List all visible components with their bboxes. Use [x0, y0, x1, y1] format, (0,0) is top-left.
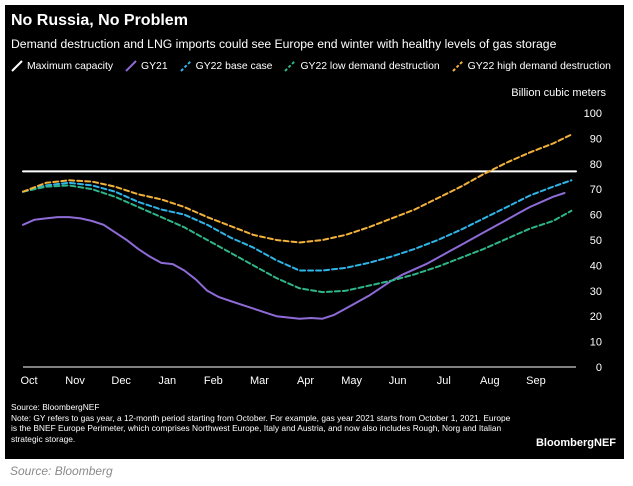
- y-axis-unit-label: Billion cubic meters: [511, 87, 606, 99]
- y-tick-label: 10: [590, 337, 602, 349]
- legend-item-gy21: GY21: [125, 60, 168, 72]
- legend-swatch-gy21: [125, 60, 137, 72]
- legend-label: GY22 low demand destruction: [300, 60, 440, 72]
- source-line: Source: BloombergNEF: [11, 402, 100, 412]
- y-tick-label: 50: [590, 235, 602, 247]
- y-tick-label: 30: [590, 286, 602, 298]
- y-tick-label: 0: [596, 362, 602, 374]
- x-tick-label: May: [341, 375, 362, 387]
- series-line-gy22-base: [22, 179, 573, 272]
- y-tick-label: 60: [590, 210, 602, 222]
- legend-item-max-capacity: Maximum capacity: [11, 60, 113, 72]
- x-tick-label: Jun: [389, 375, 407, 387]
- legend-swatch-gy22-base: [179, 60, 192, 72]
- legend-label: GY22 high demand destruction: [467, 60, 611, 72]
- legend-label: Maximum capacity: [27, 60, 114, 72]
- image-caption: Source: Bloomberg: [10, 464, 113, 478]
- line-chart: 0 10 20 30 40 50 60 70 80 90 100 Oct Nov Dec Jan Feb Mar…: [20, 108, 602, 387]
- x-tick-label: Jul: [437, 375, 451, 387]
- chart-panel: No Russia, No Problem Demand destruction…: [5, 5, 624, 459]
- legend-item-gy22-low: GY22 low demand destruction: [284, 60, 440, 72]
- y-tick-label: 20: [590, 311, 602, 323]
- x-tick-label: Feb: [204, 375, 223, 387]
- legend-swatch-max-capacity: [11, 60, 23, 72]
- legend-swatch-gy22-high: [451, 60, 464, 72]
- chart-title: No Russia, No Problem: [11, 12, 188, 29]
- x-tick-label: Nov: [65, 375, 85, 387]
- legend-swatch-gy22-low: [284, 60, 297, 72]
- y-tick-label: 80: [590, 159, 602, 171]
- brand-logo-text: BloombergNEF: [535, 437, 616, 449]
- chart-subtitle: Demand destruction and LNG imports could…: [11, 37, 557, 51]
- legend-item-gy22-high: GY22 high demand destruction: [451, 60, 611, 72]
- y-tick-label: 100: [584, 108, 602, 120]
- legend-label: GY22 base case: [195, 60, 273, 72]
- series-line-gy22-high: [22, 133, 573, 244]
- x-tick-label: Oct: [20, 375, 37, 387]
- legend-item-gy22-base: GY22 base case: [179, 60, 273, 72]
- chart-footnote: Source: BloombergNEF Note: GY refers to …: [11, 402, 511, 444]
- x-tick-label: Dec: [111, 375, 131, 387]
- y-tick-label: 70: [590, 184, 602, 196]
- series-line-gy22-low: [22, 184, 573, 294]
- legend-label: GY21: [141, 60, 168, 72]
- x-tick-label: Mar: [250, 375, 269, 387]
- note-text: Note: GY refers to gas year, a 12-month …: [11, 412, 511, 444]
- chart-legend: Maximum capacity GY21 GY22 base case GY2…: [11, 60, 611, 72]
- series-line-gy21: [22, 192, 566, 320]
- x-tick-label: Sep: [526, 375, 546, 387]
- x-tick-label: Apr: [297, 375, 314, 387]
- x-tick-label: Jan: [158, 375, 176, 387]
- x-tick-label: Aug: [480, 375, 500, 387]
- y-tick-label: 90: [590, 133, 602, 145]
- y-tick-label: 40: [590, 260, 602, 272]
